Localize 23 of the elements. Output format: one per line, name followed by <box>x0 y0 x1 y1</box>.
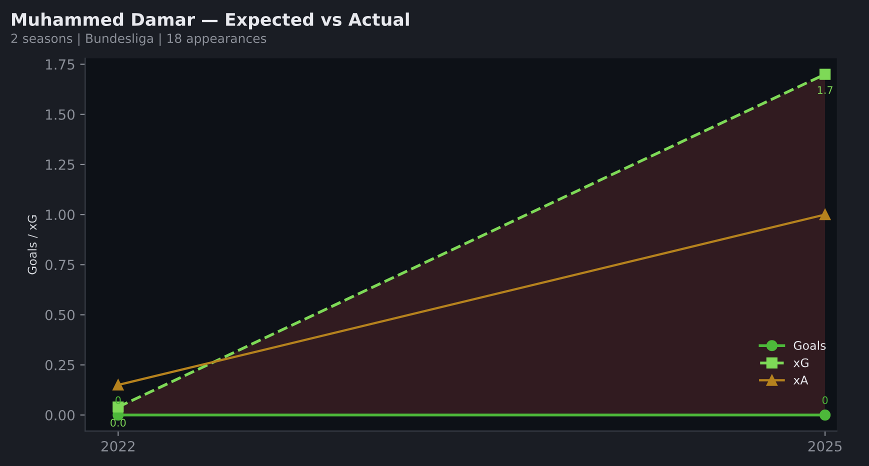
point <box>820 68 831 80</box>
point <box>820 209 831 220</box>
data-label: 1.7 <box>818 86 832 94</box>
legend-label: Goals <box>794 340 826 350</box>
y-tick-label: 1.50 <box>46 109 75 120</box>
y-tick-label: 1.75 <box>46 59 74 70</box>
y-tick-label: 0.50 <box>45 310 75 320</box>
x-tick-label: 2022 <box>101 441 134 452</box>
y-axis-title: Goals / xG <box>28 215 38 274</box>
y-tick-label: 0.75 <box>45 260 74 270</box>
x-tick-label: 2025 <box>808 441 842 452</box>
y-tick-label: 0.25 <box>45 360 74 370</box>
y-tick-label: 1.25 <box>46 159 74 170</box>
y-tick-label: 1.00 <box>46 210 75 220</box>
point <box>820 409 831 421</box>
data-label: 0.0 <box>110 418 126 427</box>
point <box>112 379 124 391</box>
data-label: 0 <box>822 396 828 404</box>
y-tick-label: 0.00 <box>45 410 75 420</box>
chart-title: Muhammed Damar — Expected vs Actual <box>12 12 409 30</box>
legend-label: xA <box>794 376 808 384</box>
chart-subtitle: 2 seasons | Bundesliga | 18 appearances <box>11 33 266 46</box>
legend-label: xG <box>794 358 808 368</box>
